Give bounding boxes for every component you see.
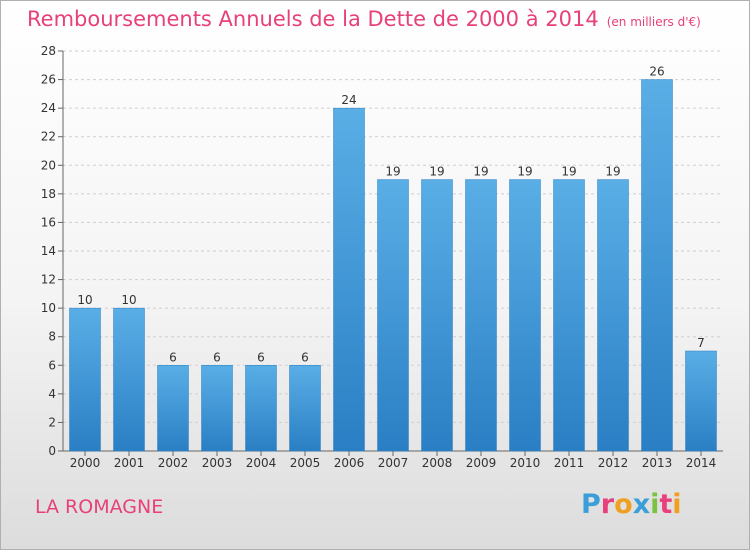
- logo-letter: o: [614, 489, 633, 520]
- data-label: 19: [429, 165, 444, 179]
- bar: [289, 365, 321, 452]
- chart-title: Remboursements Annuels de la Dette de 20…: [27, 7, 701, 31]
- data-label: 10: [121, 293, 136, 307]
- data-label: 6: [213, 350, 221, 364]
- x-tick-label: 2012: [598, 456, 629, 470]
- y-tick-label: 24: [41, 101, 56, 115]
- logo-letter: x: [632, 489, 651, 520]
- bar: [597, 179, 629, 452]
- y-tick-label: 20: [41, 158, 56, 172]
- y-tick-label: 18: [41, 187, 56, 201]
- y-tick-label: 26: [41, 73, 56, 87]
- x-tick-label: 2014: [686, 456, 717, 470]
- data-label: 24: [341, 93, 356, 107]
- y-tick-label: 8: [48, 330, 56, 344]
- data-label: 19: [385, 165, 400, 179]
- data-label: 19: [605, 165, 620, 179]
- bar: [553, 179, 585, 452]
- logo-letter: t: [659, 489, 673, 520]
- bar: [69, 307, 101, 452]
- y-tick-label: 2: [48, 415, 56, 429]
- x-tick-label: 2005: [290, 456, 321, 470]
- y-tick-label: 16: [41, 215, 56, 229]
- y-tick-label: 28: [41, 44, 56, 58]
- bar: [157, 365, 189, 452]
- bar: [421, 179, 453, 452]
- x-tick-label: 2001: [114, 456, 145, 470]
- bar: [377, 179, 409, 452]
- data-label: 26: [649, 65, 664, 79]
- x-tick-label: 2006: [334, 456, 365, 470]
- x-tick-label: 2000: [70, 456, 101, 470]
- y-tick-label: 4: [48, 387, 56, 401]
- x-tick-label: 2003: [202, 456, 233, 470]
- bar: [333, 107, 365, 452]
- data-label: 19: [561, 165, 576, 179]
- bar: [641, 79, 673, 452]
- x-tick-label: 2004: [246, 456, 277, 470]
- y-tick-label: 12: [41, 273, 56, 287]
- x-tick-label: 2013: [642, 456, 673, 470]
- data-label: 6: [257, 350, 265, 364]
- data-label: 10: [77, 293, 92, 307]
- data-label: 7: [697, 336, 705, 350]
- x-tick-label: 2002: [158, 456, 189, 470]
- chart-unit: (en milliers d'€): [606, 15, 701, 29]
- y-tick-label: 22: [41, 130, 56, 144]
- logo-letter: r: [600, 489, 615, 520]
- x-tick-label: 2010: [510, 456, 541, 470]
- y-tick-label: 6: [48, 358, 56, 372]
- data-label: 6: [301, 350, 309, 364]
- bar-layer: [69, 79, 717, 452]
- logo-letter: i: [672, 489, 682, 520]
- x-tick-label: 2007: [378, 456, 409, 470]
- data-label: 19: [473, 165, 488, 179]
- y-tick-label: 0: [48, 444, 56, 458]
- bar: [201, 365, 233, 452]
- bar: [113, 307, 145, 452]
- y-tick-label: 10: [41, 301, 56, 315]
- commune-name: LA ROMAGNE: [35, 496, 164, 518]
- data-label: 19: [517, 165, 532, 179]
- bar: [465, 179, 497, 452]
- y-tick-label: 14: [41, 244, 56, 258]
- logo-letter: P: [581, 489, 601, 520]
- bar: [245, 365, 277, 452]
- x-tick-label: 2011: [554, 456, 585, 470]
- label-layer: 10 10 6 6 6 6 24 19 19 19 19 19 19 26 7: [77, 65, 704, 365]
- proxiti-logo: Proxiti: [581, 489, 682, 520]
- data-label: 6: [169, 350, 177, 364]
- x-tick-label: 2009: [466, 456, 497, 470]
- bar: [685, 350, 717, 452]
- chart-title-text: Remboursements Annuels de la Dette de 20…: [27, 7, 599, 31]
- x-tick-label: 2008: [422, 456, 453, 470]
- logo-letter: i: [650, 489, 660, 520]
- bar: [509, 179, 541, 452]
